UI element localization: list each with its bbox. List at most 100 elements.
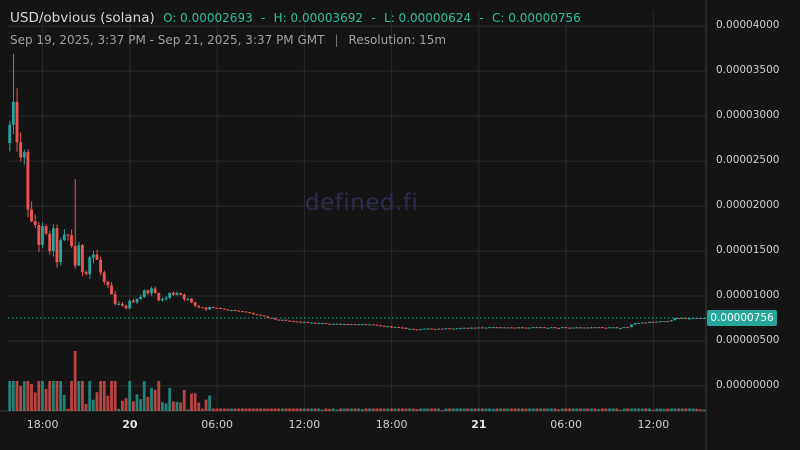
chart-header: USD/obvious (solana) O: 0.00002693 - H: … (10, 10, 581, 26)
candle-body (535, 327, 539, 329)
y-tick-label: 0.00000000 (716, 379, 780, 391)
volume-bar (546, 408, 550, 411)
volume-bar (408, 408, 412, 411)
candle-body (215, 307, 219, 309)
volume-bar (557, 409, 561, 411)
volume-bar (91, 399, 95, 411)
volume-bar (99, 381, 103, 411)
volume-bar (684, 408, 688, 411)
candle-body (662, 321, 666, 323)
candle-body (62, 234, 66, 241)
volume-bar (622, 408, 626, 411)
candle-body (368, 324, 372, 326)
volume-bar (320, 409, 324, 411)
volume-bar (375, 408, 379, 411)
volume-bar (175, 401, 179, 411)
volume-bar (266, 408, 270, 411)
candle-body (360, 324, 364, 326)
volume-bar (26, 381, 30, 411)
volume-bar (248, 408, 252, 411)
ohlc-sep-3: - (479, 11, 484, 25)
volume-bar (197, 402, 201, 411)
candle-body (633, 323, 637, 325)
volume-bar (560, 408, 564, 411)
candle-body (353, 324, 357, 326)
volume-bar (88, 381, 92, 411)
candle-body (26, 152, 30, 210)
volume-bar (335, 409, 339, 411)
candle-body (146, 290, 150, 294)
volume-bar (70, 381, 73, 411)
volume-bar (328, 408, 332, 411)
candle-body (495, 327, 499, 329)
volume-bar (415, 409, 419, 411)
volume-bar (430, 408, 433, 411)
volume-bar (204, 399, 208, 411)
volume-bar (524, 408, 528, 411)
candle-body (459, 328, 462, 330)
x-tick-label: 12:00 (288, 418, 321, 431)
candle-body (237, 310, 241, 312)
volume-bar (346, 408, 350, 411)
time-range: Sep 19, 2025, 3:37 PM - Sep 21, 2025, 3:… (10, 33, 325, 47)
candle-body (251, 312, 255, 315)
candle-body (135, 299, 139, 303)
candle-body (419, 329, 422, 331)
candle-body (113, 294, 117, 304)
volume-bar (15, 381, 19, 411)
volume-bar (382, 408, 386, 411)
volume-bar (371, 408, 375, 411)
volume-bar (644, 408, 648, 411)
candle-body (280, 319, 284, 321)
volume-bar (135, 394, 139, 411)
volume-bar (295, 408, 299, 411)
volume-bar (200, 408, 204, 411)
volume-bar (615, 408, 619, 411)
candle-body (259, 314, 262, 316)
candle-body (102, 272, 106, 282)
volume-bar (211, 408, 215, 411)
volume-bar (659, 408, 662, 411)
candle-body (488, 327, 492, 329)
volume-bar (66, 408, 70, 411)
candle-body (226, 309, 230, 311)
candle-body (160, 298, 164, 301)
candle-body (11, 101, 15, 125)
candle-body (95, 254, 99, 260)
candle-body (557, 327, 561, 329)
volume-bar (8, 381, 12, 411)
candle-body (306, 321, 310, 324)
candle-body (339, 323, 342, 325)
current-price-tag: 0.00000756 (707, 309, 777, 326)
candle-body (684, 317, 688, 319)
candle-body (644, 322, 648, 324)
candle-body (680, 317, 684, 319)
volume-bar (41, 381, 44, 411)
candle-body (233, 310, 237, 312)
volume-bar (193, 393, 197, 411)
candle-body (688, 318, 691, 320)
candle-body (51, 228, 55, 252)
volume-bar (422, 408, 426, 411)
volume-bar (179, 402, 182, 411)
candle-body (310, 322, 313, 324)
volume-bar (419, 408, 422, 411)
resolution[interactable]: Resolution: 15m (348, 33, 447, 47)
volume-bar (637, 408, 641, 411)
volume-bar (62, 394, 66, 411)
candle-body (575, 327, 579, 329)
volume-bar (368, 408, 372, 411)
volume-bar (117, 408, 121, 411)
candle-body (255, 314, 259, 316)
volume-bar (357, 408, 361, 411)
candle-body (22, 152, 26, 158)
volume-bar (153, 389, 157, 411)
volume-bar (81, 381, 84, 411)
volume-bar (131, 401, 135, 411)
candle-body (539, 327, 542, 329)
candle-body (520, 327, 524, 329)
volume-bar (95, 392, 99, 411)
volume-bar (124, 398, 128, 411)
candle-body (317, 323, 321, 325)
